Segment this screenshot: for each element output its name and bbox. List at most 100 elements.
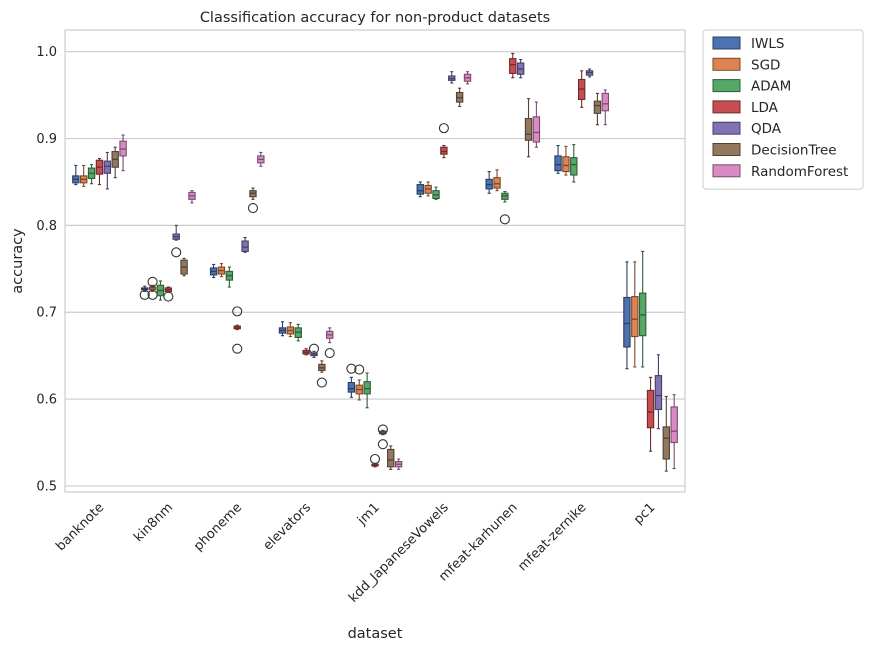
box-QDA-phoneme <box>241 237 249 253</box>
outlier-point <box>163 291 174 302</box>
outlier-point <box>377 439 388 450</box>
box-DecisionTree-kdd_JapaneseVowels <box>455 87 464 107</box>
box-DecisionTree-phoneme <box>247 187 259 214</box>
box-iqr <box>241 240 249 252</box>
box-RandomForest-phoneme <box>257 151 265 167</box>
box-QDA-elevators <box>308 343 320 358</box>
box-IWLS-mfeat-karhunen <box>485 171 493 194</box>
box-iqr <box>440 146 448 155</box>
outlier-point <box>324 348 335 359</box>
box-iqr <box>387 448 395 468</box>
legend-swatch <box>712 164 741 178</box>
y-tick-label: 0.6 <box>36 393 57 408</box>
y-tick-label: 1.0 <box>36 45 57 60</box>
box-RandomForest-mfeat-karhunen <box>532 101 541 148</box>
outlier-point <box>147 276 158 287</box>
y-tick-label: 0.8 <box>36 219 57 234</box>
y-tick-labels: 0.5 0.6 0.7 0.8 0.9 1.0 <box>36 45 57 494</box>
plot-frame <box>64 29 686 493</box>
legend-label: SGD <box>751 57 780 73</box>
x-tick-label: banknote <box>53 500 107 554</box>
box-LDA-mfeat-zernike <box>577 70 586 108</box>
box-LDA-phoneme <box>232 306 243 354</box>
box-SGD-jm1 <box>354 364 365 401</box>
box-QDA-banknote <box>103 151 112 190</box>
y-tick-label: 0.9 <box>36 132 57 147</box>
box-SGD-phoneme <box>217 263 226 278</box>
x-tick-label: phoneme <box>191 500 245 554</box>
outlier-point <box>499 214 510 225</box>
box-DecisionTree-mfeat-zernike <box>593 92 602 126</box>
legend-label: QDA <box>751 121 782 137</box>
box-IWLS-kin8nm <box>139 285 150 300</box>
box-QDA-pc1 <box>654 354 663 430</box>
box-RandomForest-banknote <box>119 134 127 172</box>
legend-label: DecisionTree <box>751 143 837 159</box>
box-ADAM-banknote <box>87 164 96 185</box>
outlier-point <box>232 343 243 354</box>
y-gridlines <box>65 51 685 487</box>
box-iqr <box>509 58 517 74</box>
box-SGD-kdd_JapaneseVowels <box>424 181 432 197</box>
x-tick-label: elevators <box>261 500 315 554</box>
outlier-point <box>369 453 381 465</box>
box-QDA-mfeat-zernike <box>585 68 594 78</box>
outlier-point <box>308 343 320 354</box>
box-IWLS-pc1 <box>623 261 631 370</box>
legend-swatch <box>712 143 741 156</box>
box-IWLS-elevators <box>278 321 287 337</box>
legend-swatch <box>712 100 741 114</box>
legend-swatch <box>712 57 741 71</box>
box-iqr <box>493 177 501 189</box>
box-RandomForest-mfeat-zernike <box>601 89 609 126</box>
box-DecisionTree-pc1 <box>662 395 671 472</box>
legend: IWLS SGD ADAM LDA QDA DecisionTree RandomFores… <box>702 29 864 190</box>
box-ADAM-mfeat-karhunen <box>499 190 510 225</box>
box-iqr <box>562 156 570 173</box>
legend-swatch <box>712 79 741 93</box>
box-LDA-pc1 <box>646 376 655 452</box>
chart-title: Classification accuracy for non-product … <box>200 10 550 26</box>
box-iqr <box>103 160 112 174</box>
box-iqr <box>593 100 602 114</box>
y-tick-label: 0.5 <box>36 479 57 494</box>
box-DecisionTree-banknote <box>111 146 119 179</box>
box-iqr <box>347 382 356 393</box>
outlier-point <box>171 247 182 258</box>
box-iqr <box>646 389 655 429</box>
box-IWLS-jm1 <box>346 363 357 398</box>
box-RandomForest-pc1 <box>670 394 678 470</box>
box-IWLS-banknote <box>72 164 80 186</box>
box-ADAM-elevators <box>294 323 302 342</box>
x-tick-label: kin8nm <box>131 500 176 545</box>
box-DecisionTree-elevators <box>316 360 327 388</box>
outlier-point <box>438 123 449 134</box>
box-DecisionTree-kin8nm <box>180 257 188 277</box>
box-ADAM-kdd_JapaneseVowels <box>432 186 440 200</box>
box-QDA-jm1 <box>377 424 388 450</box>
box-IWLS-mfeat-zernike <box>554 144 562 174</box>
box-RandomForest-kdd_JapaneseVowels <box>463 71 472 85</box>
legend-label: RandomForest <box>751 164 848 180</box>
box-ADAM-mfeat-zernike <box>570 144 578 183</box>
box-iqr <box>670 406 678 444</box>
box-iqr <box>631 296 639 338</box>
y-tick-label: 0.7 <box>36 306 57 321</box>
box-IWLS-phoneme <box>209 263 218 279</box>
box-DecisionTree-mfeat-karhunen <box>524 98 533 158</box>
outlier-point <box>316 377 327 388</box>
box-iqr <box>570 157 578 176</box>
box-LDA-mfeat-karhunen <box>509 52 517 79</box>
x-tick-labels: banknote kin8nm phoneme elevators jm1kdd_Jap… <box>53 500 658 606</box>
legend-label: LDA <box>751 100 779 116</box>
x-tick-label: jm1 <box>354 500 383 529</box>
box-SGD-pc1 <box>631 261 639 368</box>
box-LDA-elevators <box>302 348 310 356</box>
box-LDA-kin8nm <box>163 286 174 302</box>
outlier-point <box>139 289 150 300</box>
box-SGD-kin8nm <box>147 276 158 300</box>
box-iqr <box>654 375 663 411</box>
outlier-point <box>354 364 365 375</box>
outlier-point <box>247 202 259 214</box>
legend-label: IWLS <box>751 36 784 52</box>
